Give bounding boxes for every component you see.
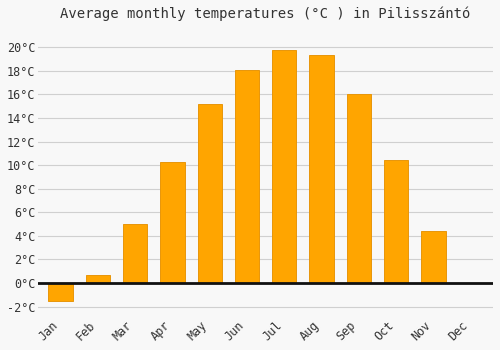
Bar — [160, 162, 184, 283]
Bar — [198, 104, 222, 283]
Bar — [48, 283, 72, 301]
Bar — [86, 275, 110, 283]
Bar — [235, 70, 259, 283]
Bar — [123, 224, 148, 283]
Title: Average monthly temperatures (°C ) in Pilisszántó: Average monthly temperatures (°C ) in Pi… — [60, 7, 471, 21]
Bar — [346, 94, 371, 283]
Bar — [272, 50, 296, 283]
Bar — [384, 160, 408, 283]
Bar — [422, 231, 446, 283]
Bar — [310, 56, 334, 283]
